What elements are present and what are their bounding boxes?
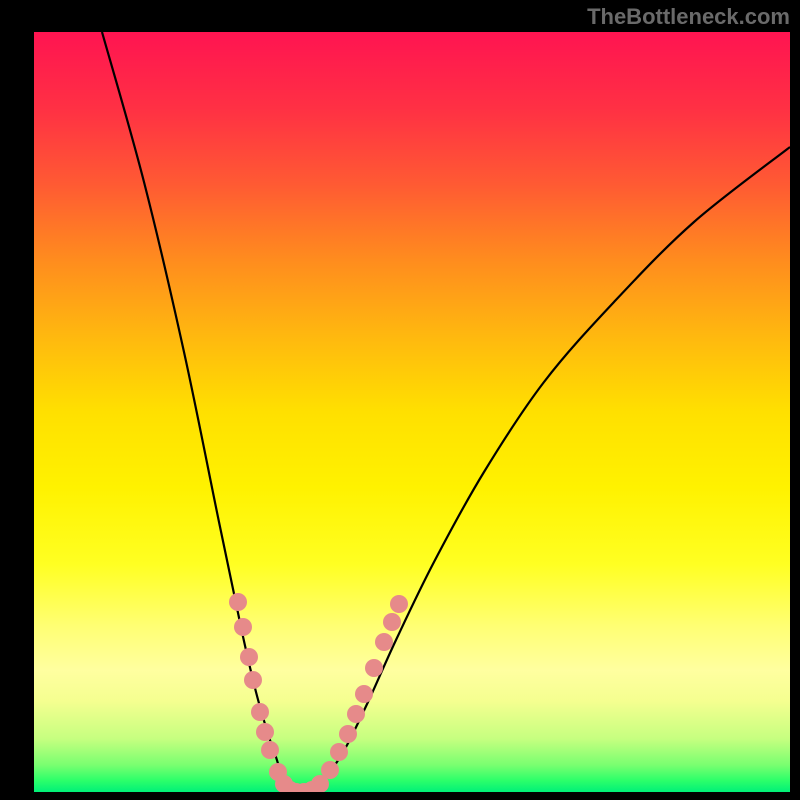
marker-dot (240, 648, 258, 666)
marker-dot (347, 705, 365, 723)
gradient-background (34, 32, 790, 792)
marker-dot (390, 595, 408, 613)
marker-dot (251, 703, 269, 721)
marker-dot (339, 725, 357, 743)
marker-dot (365, 659, 383, 677)
plot-area (34, 32, 790, 792)
marker-dot (261, 741, 279, 759)
marker-dot (383, 613, 401, 631)
marker-dot (234, 618, 252, 636)
marker-dot (355, 685, 373, 703)
marker-dot (229, 593, 247, 611)
marker-dot (244, 671, 262, 689)
marker-dot (375, 633, 393, 651)
marker-dot (321, 761, 339, 779)
marker-dot (256, 723, 274, 741)
watermark-text: TheBottleneck.com (587, 4, 790, 30)
chart-svg (34, 32, 790, 792)
marker-dot (330, 743, 348, 761)
